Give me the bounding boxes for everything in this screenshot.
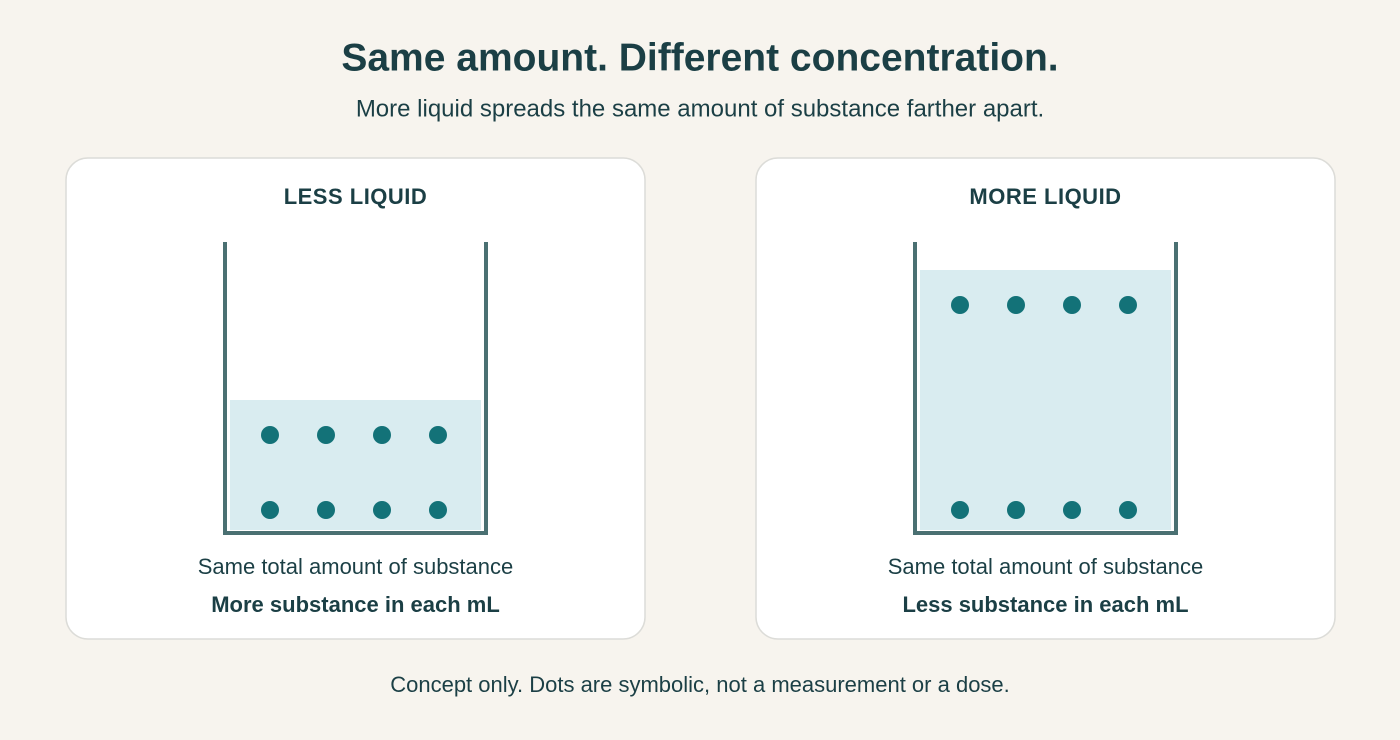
footer-note: Concept only. Dots are symbolic, not a m…	[390, 672, 1010, 697]
dots	[951, 296, 1137, 519]
title: Same amount. Different concentration.	[341, 36, 1058, 79]
panel-detail: Less substance in each mL	[902, 592, 1188, 617]
dots	[261, 426, 447, 519]
panel-label: MORE LIQUID	[969, 184, 1121, 209]
panel-caption: Same total amount of substance	[888, 554, 1204, 579]
beaker	[913, 242, 1178, 535]
beaker	[223, 242, 488, 535]
card	[65, 157, 646, 640]
panel: LESS LIQUID Same total amount of substan…	[65, 157, 646, 640]
subtitle: More liquid spreads the same amount of s…	[356, 95, 1044, 122]
panel: MORE LIQUID Same total amount of substan…	[755, 157, 1336, 640]
panel-detail: More substance in each mL	[211, 592, 500, 617]
panel-label: LESS LIQUID	[284, 184, 428, 209]
panel-caption: Same total amount of substance	[198, 554, 514, 579]
